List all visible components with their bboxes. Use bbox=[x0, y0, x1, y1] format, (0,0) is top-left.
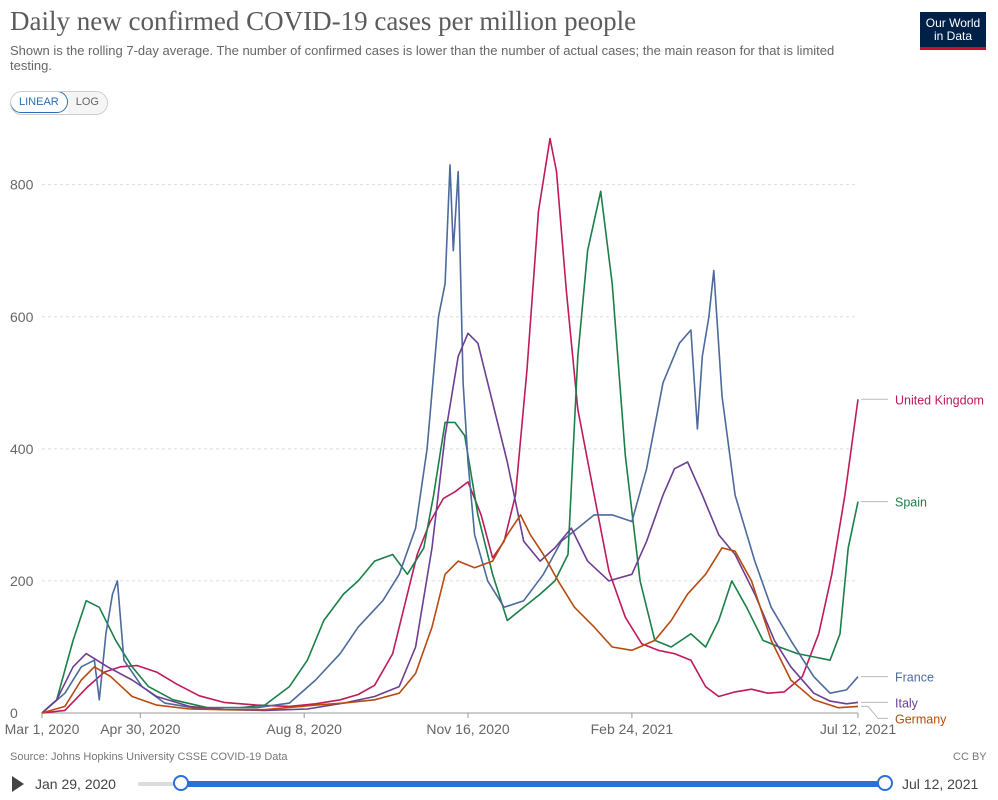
log-scale-button[interactable]: LOG bbox=[67, 92, 107, 114]
scale-toggle: LINEAR LOG bbox=[10, 91, 108, 115]
chart-subtitle: Shown is the rolling 7-day average. The … bbox=[10, 43, 835, 73]
x-tick-label: Apr 30, 2020 bbox=[100, 721, 180, 737]
legend-label-united-kingdom: United Kingdom bbox=[895, 393, 984, 407]
y-tick-label: 0 bbox=[10, 705, 18, 721]
x-tick-label: Mar 1, 2020 bbox=[5, 721, 80, 737]
x-tick-label: Nov 16, 2020 bbox=[426, 721, 509, 737]
series-line-germany bbox=[41, 514, 859, 714]
timeline-start-handle[interactable] bbox=[173, 775, 189, 791]
series-line-france bbox=[41, 164, 859, 714]
series-line-united-kingdom bbox=[41, 137, 859, 714]
y-tick-label: 400 bbox=[10, 441, 34, 457]
y-tick-label: 600 bbox=[10, 309, 34, 325]
owid-logo[interactable]: Our World in Data bbox=[920, 12, 986, 50]
timeline-end-handle[interactable] bbox=[877, 775, 893, 791]
logo-line-1: Our World bbox=[925, 16, 981, 30]
timeline-start-label: Jan 29, 2020 bbox=[35, 776, 116, 792]
play-icon[interactable] bbox=[12, 776, 24, 792]
legend-label-france: France bbox=[895, 671, 934, 685]
timeline-selected-range bbox=[180, 781, 885, 787]
x-tick-label: Aug 8, 2020 bbox=[266, 721, 342, 737]
license-link[interactable]: CC BY bbox=[953, 751, 987, 763]
line-chart: 0 200 400 600 800 Mar 1, 2020 Apr 30, 2020 Aug … bbox=[5, 137, 984, 737]
logo-line-2: in Data bbox=[933, 29, 973, 43]
chart-title: Daily new confirmed COVID-19 cases per m… bbox=[10, 6, 637, 36]
legend-label-germany: Germany bbox=[895, 712, 947, 726]
series-line-italy bbox=[41, 332, 859, 714]
source-note[interactable]: Source: Johns Hopkins University CSSE CO… bbox=[10, 751, 288, 763]
linear-scale-button[interactable]: LINEAR bbox=[10, 92, 68, 113]
y-tick-label: 800 bbox=[10, 177, 34, 193]
legend-label-italy: Italy bbox=[895, 696, 919, 710]
timeline-end-label: Jul 12, 2021 bbox=[902, 776, 979, 792]
legend-connector-germany bbox=[861, 705, 888, 719]
series-line-spain bbox=[41, 190, 859, 714]
legend-label-spain: Spain bbox=[895, 496, 927, 510]
y-tick-label: 200 bbox=[10, 573, 34, 589]
x-tick-label: Feb 24, 2021 bbox=[591, 721, 674, 737]
x-tick-label: Jul 12, 2021 bbox=[820, 721, 896, 737]
